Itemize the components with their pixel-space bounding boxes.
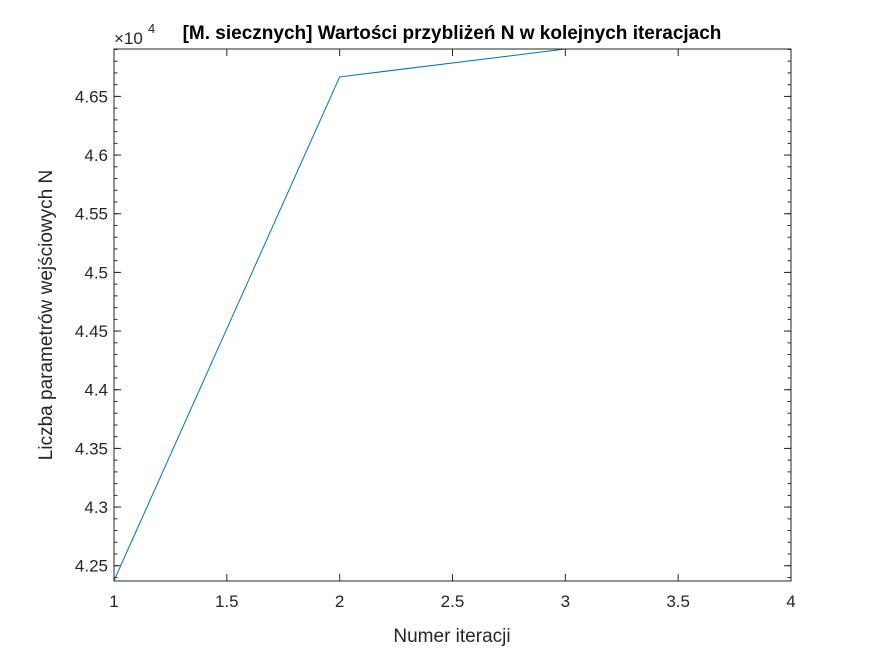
- y-tick-label: 4.5: [84, 263, 108, 282]
- y-tick-label: 4.65: [75, 87, 108, 106]
- y-tick-label: 4.35: [75, 439, 108, 458]
- y-tick-label: 4.25: [75, 557, 108, 576]
- x-tick-label: 1: [109, 592, 118, 611]
- x-tick-label: 2.5: [441, 592, 465, 611]
- plot-area: [114, 49, 791, 581]
- x-tick-label: 3: [561, 592, 570, 611]
- y-tick-label: 4.45: [75, 322, 108, 341]
- x-tick-label: 1.5: [215, 592, 239, 611]
- exponent-power: 4: [148, 21, 155, 36]
- y-axis-label: Liczba parametrów wejściowych N: [36, 170, 57, 460]
- x-tick-label: 4: [786, 592, 795, 611]
- x-tick-label: 3.5: [666, 592, 690, 611]
- y-tick-label: 4.3: [84, 498, 108, 517]
- y-tick-label: 4.55: [75, 205, 108, 224]
- x-tick-label: 2: [335, 592, 344, 611]
- exponent-label: ×10: [114, 29, 143, 48]
- x-axis-label: Numer iteracji: [393, 626, 510, 647]
- y-tick-label: 4.4: [84, 381, 108, 400]
- plot-frame: [113, 48, 792, 582]
- y-tick-label: 4.6: [84, 146, 108, 165]
- chart-title: [M. siecznych] Wartości przybliżeń N w k…: [183, 23, 722, 44]
